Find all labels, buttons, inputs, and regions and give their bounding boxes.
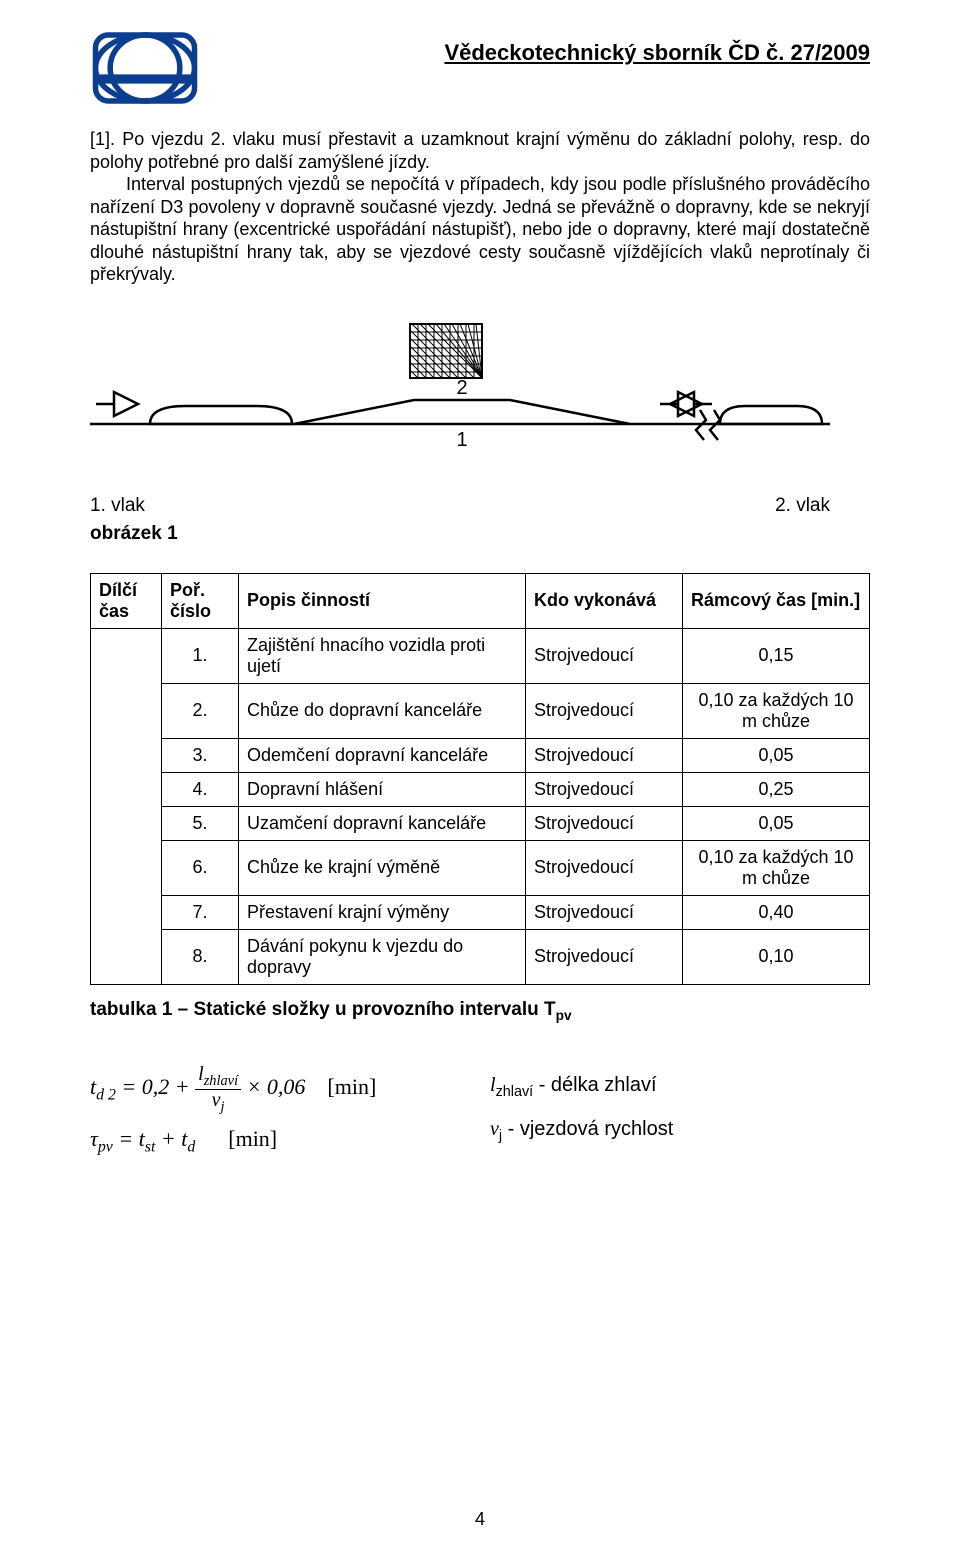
- paragraph-2: Interval postupných vjezdů se nepočítá v…: [90, 174, 870, 284]
- row-kdo: Strojvedoucí: [526, 840, 683, 895]
- row-kdo: Strojvedoucí: [526, 683, 683, 738]
- col-dilci-cas: Dílčí čas: [91, 573, 162, 628]
- col-popis: Popis činností: [239, 573, 526, 628]
- col-kdo-vykonava: Kdo vykonává: [526, 573, 683, 628]
- row-cas: 0,15: [683, 628, 870, 683]
- page-header: Vědeckotechnický sborník ČD č. 27/2009: [90, 28, 870, 128]
- activities-table: Dílčí čas Poř. číslo Popis činností Kdo …: [90, 573, 870, 985]
- table-row: 7.Přestavení krajní výměnyStrojvedoucí0,…: [91, 895, 870, 929]
- row-popis: Dopravní hlášení: [239, 772, 526, 806]
- row-popis: Chůze do dopravní kanceláře: [239, 683, 526, 738]
- row-number: 7.: [162, 895, 239, 929]
- row-cas: 0,10 za každých 10 m chůze: [683, 683, 870, 738]
- row-cas: 0,05: [683, 738, 870, 772]
- table-caption: tabulka 1 – Statické složky u provozního…: [90, 999, 870, 1023]
- table-row: 4.Dopravní hlášeníStrojvedoucí0,25: [91, 772, 870, 806]
- figure-left-train-label: 1. vlak: [90, 495, 145, 517]
- row-number: 8.: [162, 929, 239, 984]
- formula-tau-pv: τpv = tst + td [min]: [90, 1124, 430, 1159]
- table-row: 2.Chůze do dopravní kancelářeStrojvedouc…: [91, 683, 870, 738]
- col-ramcovy-cas: Rámcový čas [min.]: [683, 573, 870, 628]
- formulas-block: td 2 = 0,2 + lzhlaví vj × 0,06 [min] τpv…: [90, 1064, 870, 1158]
- row-cas: 0,25: [683, 772, 870, 806]
- def-l-zhlavi: lzhlaví - délka zhlaví: [490, 1064, 673, 1107]
- row-number: 1.: [162, 628, 239, 683]
- journal-title: Vědeckotechnický sborník ČD č. 27/2009: [444, 40, 870, 66]
- row-popis: Odemčení dopravní kanceláře: [239, 738, 526, 772]
- row-kdo: Strojvedoucí: [526, 738, 683, 772]
- row-number: 6.: [162, 840, 239, 895]
- row-kdo: Strojvedoucí: [526, 929, 683, 984]
- row-number: 3.: [162, 738, 239, 772]
- def-vj: vj - vjezdová rychlost: [490, 1108, 673, 1151]
- figure-right-train-label: 2. vlak: [775, 495, 830, 517]
- figure-caption: obrázek 1: [90, 523, 830, 545]
- svg-text:1: 1: [456, 429, 467, 451]
- row-popis: Dávání pokynu k vjezdu do dopravy: [239, 929, 526, 984]
- body-text: [1]. Po vjezdu 2. vlaku musí přestavit a…: [90, 128, 870, 286]
- table-row: 5.Uzamčení dopravní kancelářeStrojvedouc…: [91, 806, 870, 840]
- row-popis: Zajištění hnacího vozidla proti ujetí: [239, 628, 526, 683]
- row-cas: 0,10 za každých 10 m chůze: [683, 840, 870, 895]
- row-popis: Chůze ke krajní výměně: [239, 840, 526, 895]
- row-kdo: Strojvedoucí: [526, 628, 683, 683]
- table-row: 8.Dávání pokynu k vjezdu do dopravyStroj…: [91, 929, 870, 984]
- row-kdo: Strojvedoucí: [526, 895, 683, 929]
- figure-1: 2 1 1. vlak 2. vlak obrázek 1: [90, 312, 830, 545]
- formula-td2: td 2 = 0,2 + lzhlaví vj × 0,06 [min]: [90, 1064, 430, 1114]
- row-kdo: Strojvedoucí: [526, 806, 683, 840]
- row-popis: Uzamčení dopravní kanceláře: [239, 806, 526, 840]
- row-popis: Přestavení krajní výměny: [239, 895, 526, 929]
- row-number: 4.: [162, 772, 239, 806]
- table-row: 1.Zajištění hnacího vozidla proti ujetíS…: [91, 628, 870, 683]
- table-row: 3.Odemčení dopravní kancelářeStrojvedouc…: [91, 738, 870, 772]
- row-kdo: Strojvedoucí: [526, 772, 683, 806]
- dilci-cas-cell: [91, 628, 162, 984]
- table-row: 6.Chůze ke krajní výměněStrojvedoucí0,10…: [91, 840, 870, 895]
- row-cas: 0,40: [683, 895, 870, 929]
- row-number: 2.: [162, 683, 239, 738]
- row-cas: 0,10: [683, 929, 870, 984]
- paragraph-1: [1]. Po vjezdu 2. vlaku musí přestavit a…: [90, 129, 870, 172]
- col-por-cislo: Poř. číslo: [162, 573, 239, 628]
- svg-text:2: 2: [456, 377, 467, 399]
- cd-logo: [90, 28, 200, 108]
- page-number: 4: [0, 1509, 960, 1530]
- row-number: 5.: [162, 806, 239, 840]
- row-cas: 0,05: [683, 806, 870, 840]
